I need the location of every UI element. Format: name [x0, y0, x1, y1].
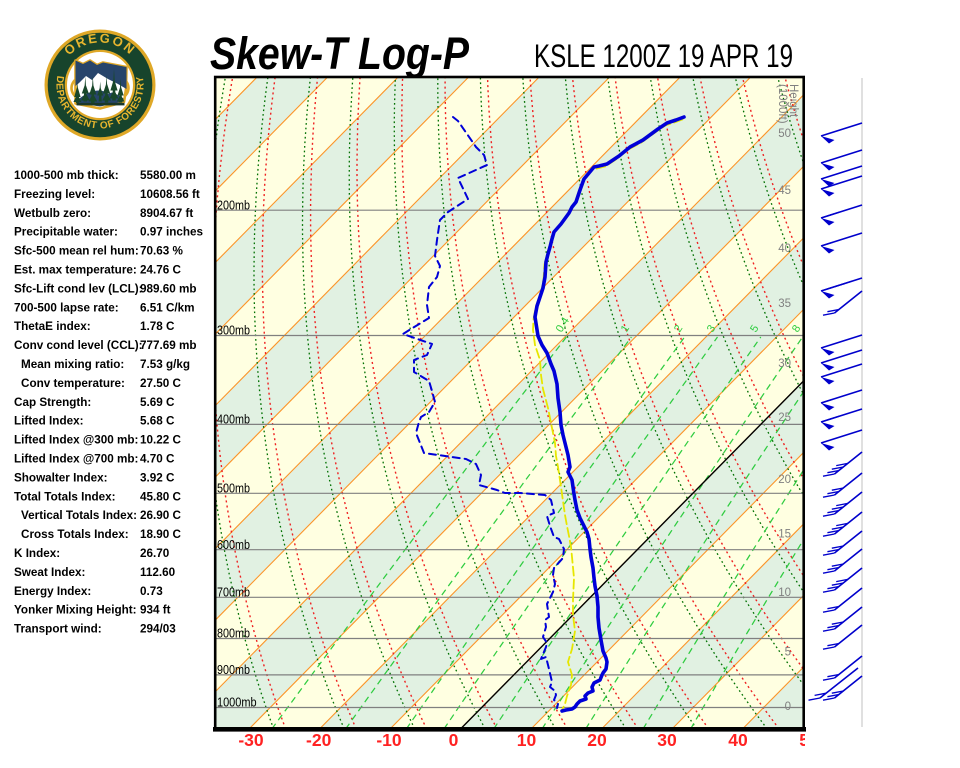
svg-text:Height: Height [787, 84, 799, 118]
svg-text:10608.56 ft: 10608.56 ft [140, 188, 200, 201]
svg-text:400mb: 400mb [217, 413, 250, 427]
svg-text:600mb: 600mb [217, 538, 250, 552]
svg-text:Total Totals Index:: Total Totals Index: [14, 490, 116, 503]
svg-text:6.51 C/km: 6.51 C/km [140, 301, 195, 314]
svg-text:-20: -20 [306, 730, 332, 750]
svg-text:700-500 lapse rate:: 700-500 lapse rate: [14, 301, 119, 314]
svg-text:5.69 C: 5.69 C [140, 396, 175, 409]
svg-text:989.60 mb: 989.60 mb [140, 282, 197, 295]
svg-text:3.92 C: 3.92 C [140, 471, 175, 484]
svg-text:Sfc-500 mean rel hum:: Sfc-500 mean rel hum: [14, 245, 139, 258]
svg-text:5: 5 [785, 647, 791, 659]
svg-text:18.90 C: 18.90 C [140, 528, 181, 541]
svg-text:Yonker Mixing Height:: Yonker Mixing Height: [14, 604, 137, 617]
svg-text:10.22 C: 10.22 C [140, 434, 181, 447]
svg-text:-30: -30 [238, 730, 264, 750]
svg-text:-10: -10 [376, 730, 402, 750]
svg-text:900mb: 900mb [217, 663, 250, 677]
svg-text:Vertical Totals Index:: Vertical Totals Index: [21, 509, 137, 522]
svg-text:26.90 C: 26.90 C [140, 509, 181, 522]
svg-text:Lifted Index @300 mb:: Lifted Index @300 mb: [14, 434, 138, 447]
svg-text:40: 40 [778, 243, 791, 255]
svg-text:Conv temperature:: Conv temperature: [21, 377, 125, 390]
svg-text:294/03: 294/03 [140, 623, 176, 636]
svg-text:934 ft: 934 ft [140, 604, 171, 617]
svg-text:Precipitable water:: Precipitable water: [14, 226, 118, 239]
svg-text:300mb: 300mb [217, 324, 250, 338]
svg-text:0: 0 [449, 730, 459, 750]
svg-text:1000mb: 1000mb [217, 696, 257, 710]
svg-text:7.53 g/kg: 7.53 g/kg [140, 358, 190, 371]
svg-text:70.63 %: 70.63 % [140, 245, 183, 258]
svg-text:3: 3 [705, 323, 718, 335]
svg-text:K Index:: K Index: [14, 547, 60, 560]
svg-text:Lifted Index:: Lifted Index: [14, 415, 83, 428]
svg-text:ThetaE index:: ThetaE index: [14, 320, 91, 333]
svg-text:1.78 C: 1.78 C [140, 320, 175, 333]
svg-text:10: 10 [778, 587, 791, 599]
svg-text:Est. max temperature:: Est. max temperature: [14, 264, 137, 277]
svg-text:Cap Strength:: Cap Strength: [14, 396, 91, 409]
svg-text:10: 10 [517, 730, 537, 750]
svg-text:Cross Totals Index:: Cross Totals Index: [21, 528, 129, 541]
svg-text:30: 30 [657, 730, 677, 750]
svg-text:777.69 mb: 777.69 mb [140, 339, 197, 352]
svg-text:35: 35 [778, 298, 791, 310]
svg-text:0.73: 0.73 [140, 585, 163, 598]
svg-text:Lifted Index @700 mb:: Lifted Index @700 mb: [14, 453, 138, 466]
svg-text:Sweat Index:: Sweat Index: [14, 566, 85, 579]
svg-text:5.68 C: 5.68 C [140, 415, 175, 428]
svg-text:8904.67 ft: 8904.67 ft [140, 207, 193, 220]
svg-text:40: 40 [728, 730, 748, 750]
svg-text:Freezing level:: Freezing level: [14, 188, 95, 201]
svg-text:2: 2 [672, 323, 685, 335]
svg-text:27.50 C: 27.50 C [140, 377, 181, 390]
svg-text:0.97 inches: 0.97 inches [140, 226, 204, 239]
svg-text:200mb: 200mb [217, 198, 250, 212]
svg-text:500mb: 500mb [217, 482, 250, 496]
svg-text:700mb: 700mb [217, 586, 250, 600]
svg-text:4.70 C: 4.70 C [140, 453, 175, 466]
svg-text:26.70: 26.70 [140, 547, 170, 560]
svg-text:45.80 C: 45.80 C [140, 490, 181, 503]
svg-text:15: 15 [778, 529, 791, 541]
svg-text:20: 20 [778, 474, 791, 486]
svg-text:24.76 C: 24.76 C [140, 264, 181, 277]
svg-text:Skew-T Log-P: Skew-T Log-P [210, 28, 470, 79]
svg-text:1000-500 mb thick:: 1000-500 mb thick: [14, 169, 119, 182]
svg-text:50: 50 [799, 730, 819, 750]
svg-text:5: 5 [748, 323, 761, 335]
svg-text:Showalter Index:: Showalter Index: [14, 471, 108, 484]
svg-text:112.60: 112.60 [140, 566, 176, 579]
svg-text:(1000ft): (1000ft) [776, 84, 788, 124]
svg-text:0: 0 [785, 701, 791, 713]
svg-text:KSLE 1200Z 19 APR 19: KSLE 1200Z 19 APR 19 [534, 38, 793, 74]
svg-text:Energy Index:: Energy Index: [14, 585, 91, 598]
svg-text:20: 20 [587, 730, 607, 750]
svg-text:50: 50 [778, 128, 791, 140]
svg-text:Mean mixing ratio:: Mean mixing ratio: [21, 358, 124, 371]
svg-text:1: 1 [619, 323, 632, 335]
svg-text:25: 25 [778, 412, 791, 424]
svg-text:Wetbulb zero:: Wetbulb zero: [14, 207, 91, 220]
svg-text:30: 30 [778, 358, 791, 370]
svg-text:8: 8 [790, 323, 803, 335]
svg-text:Sfc-Lift cond lev (LCL):: Sfc-Lift cond lev (LCL): [14, 282, 143, 295]
svg-text:Transport wind:: Transport wind: [14, 623, 102, 636]
svg-text:45: 45 [778, 185, 791, 197]
svg-text:5580.00 m: 5580.00 m [140, 169, 196, 182]
svg-text:Conv cond level (CCL):: Conv cond level (CCL): [14, 339, 143, 352]
svg-text:800mb: 800mb [217, 627, 250, 641]
